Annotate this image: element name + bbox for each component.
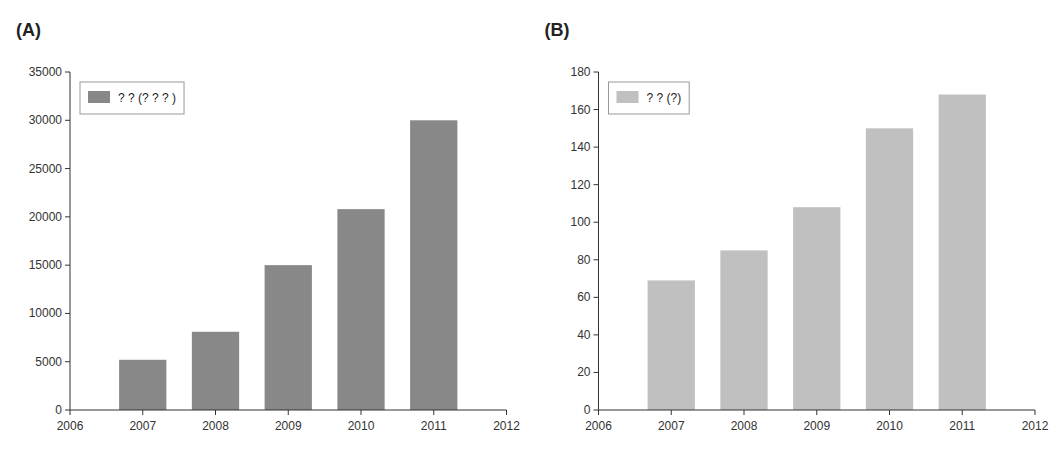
y-tick-label: 140: [570, 140, 590, 154]
y-tick-label: 160: [570, 103, 590, 117]
y-tick: [594, 334, 599, 335]
y-tick: [65, 72, 70, 73]
panel: (A) 0 5000 10000 15000 20000 25000 30000 35000 20…: [16, 20, 520, 433]
x-tick-label: 2010: [348, 419, 375, 433]
x-tick-label: 2009: [275, 419, 302, 433]
y-tick: [65, 216, 70, 217]
y-tick-label: 5000: [35, 355, 62, 369]
x-tick: [889, 410, 890, 415]
x-tick: [671, 410, 672, 415]
bars: [648, 95, 986, 410]
x-tick: [744, 410, 745, 415]
x-tick: [142, 410, 143, 415]
chart-root: (A) 0 5000 10000 15000 20000 25000 30000 35000 20…: [0, 0, 1057, 458]
y-tick-label: 180: [570, 65, 590, 79]
y-tick-label: 20: [577, 365, 591, 379]
bar: [720, 250, 767, 410]
x-tick-label: 2012: [1022, 419, 1049, 433]
legend-box: [609, 82, 690, 114]
y-tick: [594, 72, 599, 73]
legend-label: ? ? (? ? ? ): [118, 91, 176, 105]
y-tick: [65, 265, 70, 266]
y-tick: [65, 120, 70, 121]
panel: (B) 0 20 40 60 80 100 120 140 160 180 2006 2007 2008 2…: [545, 20, 1049, 433]
y-tick-label: 20000: [29, 210, 63, 224]
y-tick: [594, 109, 599, 110]
x-tick: [598, 410, 599, 415]
y-tick: [65, 361, 70, 362]
x-tick: [506, 410, 507, 415]
panel-title: (B): [545, 20, 570, 40]
x-tick-label: 2008: [731, 419, 758, 433]
bar: [265, 265, 312, 410]
y-tick: [594, 259, 599, 260]
x-tick: [288, 410, 289, 415]
x-tick: [816, 410, 817, 415]
bar: [192, 332, 239, 410]
bar: [939, 95, 986, 410]
y-tick-label: 100: [570, 215, 590, 229]
x-tick-label: 2006: [57, 419, 84, 433]
x-tick: [215, 410, 216, 415]
x-tick: [70, 410, 71, 415]
y-tick: [65, 168, 70, 169]
legend-box: [80, 82, 184, 114]
y-tick: [65, 410, 70, 411]
y-tick-label: 15000: [29, 258, 63, 272]
y-tick: [65, 313, 70, 314]
y-tick-label: 80: [577, 253, 591, 267]
x-tick: [1035, 410, 1036, 415]
bar: [337, 209, 384, 410]
panel-title: (A): [16, 20, 41, 40]
bar: [648, 280, 695, 410]
y-tick-label: 0: [584, 403, 591, 417]
x-tick-label: 2007: [129, 419, 156, 433]
bar: [866, 128, 913, 410]
y-tick: [594, 297, 599, 298]
y-tick: [594, 147, 599, 148]
y-axis-line: [598, 72, 599, 410]
legend: ? ? (?): [609, 82, 690, 114]
y-tick: [594, 410, 599, 411]
y-tick: [594, 222, 599, 223]
x-tick-label: 2009: [803, 419, 830, 433]
legend-swatch: [617, 91, 639, 103]
x-tick-label: 2010: [876, 419, 903, 433]
y-tick-label: 10000: [29, 306, 63, 320]
y-tick-label: 30000: [29, 113, 63, 127]
y-tick-label: 40: [577, 328, 591, 342]
bar: [793, 207, 840, 410]
y-tick-label: 25000: [29, 162, 63, 176]
y-tick-label: 0: [55, 403, 62, 417]
y-tick-label: 120: [570, 178, 590, 192]
x-tick: [433, 410, 434, 415]
y-axis-line: [70, 72, 71, 410]
x-tick-label: 2011: [421, 419, 447, 433]
x-tick-label: 2006: [585, 419, 612, 433]
bar: [410, 120, 457, 410]
x-tick-label: 2008: [202, 419, 229, 433]
legend-swatch: [88, 91, 110, 103]
y-tick-label: 60: [577, 290, 591, 304]
y-tick: [594, 372, 599, 373]
x-tick-label: 2011: [949, 419, 975, 433]
legend: ? ? (? ? ? ): [80, 82, 184, 114]
x-tick: [962, 410, 963, 415]
bar: [119, 360, 166, 410]
x-tick-label: 2012: [493, 419, 520, 433]
legend-label: ? ? (?): [647, 91, 682, 105]
x-tick: [361, 410, 362, 415]
y-tick: [594, 184, 599, 185]
y-tick-label: 35000: [29, 65, 63, 79]
bars: [119, 120, 457, 410]
x-tick-label: 2007: [658, 419, 685, 433]
